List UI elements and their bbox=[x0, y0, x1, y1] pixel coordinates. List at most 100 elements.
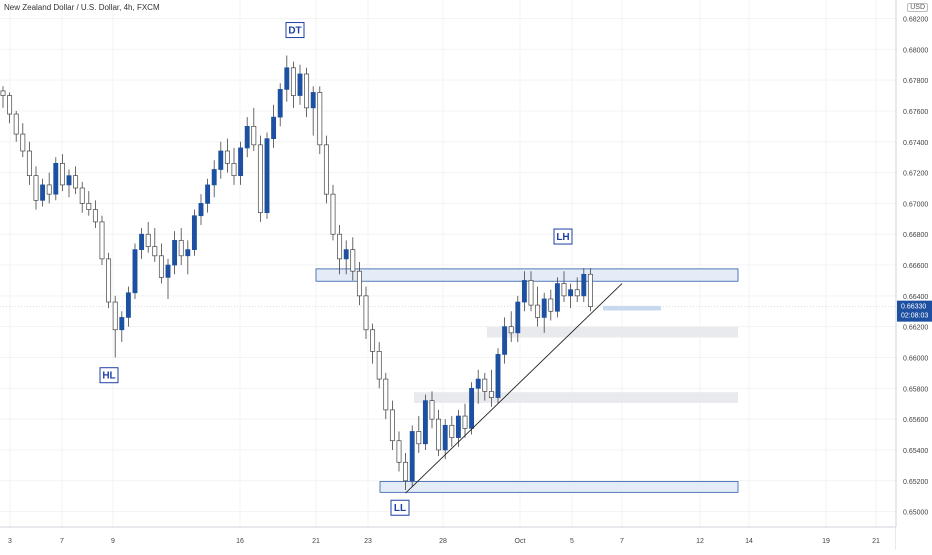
x-tick-label: 23 bbox=[364, 538, 372, 545]
price-tag-value: 0.66330 bbox=[901, 304, 926, 311]
candle-body bbox=[185, 249, 191, 257]
price-zone bbox=[603, 305, 661, 311]
candle-body bbox=[0, 90, 6, 96]
x-tick-label: 9 bbox=[111, 538, 115, 545]
candle-body bbox=[191, 215, 197, 250]
x-tick-label: 5 bbox=[570, 538, 574, 545]
candle-body bbox=[568, 289, 574, 297]
candle-body bbox=[475, 378, 481, 389]
candle-body bbox=[218, 150, 224, 170]
candle-body bbox=[508, 326, 514, 334]
annotation-box bbox=[285, 22, 305, 39]
candle-body bbox=[264, 138, 270, 213]
candle-body bbox=[343, 249, 349, 260]
candle-body bbox=[7, 95, 13, 115]
y-tick-label: 0.68000 bbox=[903, 47, 928, 54]
x-tick-label: 14 bbox=[745, 538, 753, 545]
candle-body bbox=[495, 354, 501, 398]
y-tick-label: 0.65800 bbox=[903, 386, 928, 393]
annotation-box bbox=[99, 367, 119, 384]
y-tick-label: 0.65600 bbox=[903, 417, 928, 424]
candle-body bbox=[92, 209, 98, 223]
candle-body bbox=[79, 187, 85, 204]
candle-body bbox=[376, 350, 382, 380]
candle-body bbox=[323, 144, 329, 195]
candle-body bbox=[231, 162, 237, 177]
candle-body bbox=[482, 378, 488, 392]
candle-body bbox=[125, 292, 131, 318]
candle-body bbox=[59, 162, 65, 186]
candle-body bbox=[66, 175, 72, 186]
x-tick-label: 3 bbox=[8, 538, 12, 545]
candle-body bbox=[449, 424, 455, 438]
resistance-zone bbox=[315, 268, 739, 282]
candle-body bbox=[172, 240, 178, 266]
y-tick-label: 0.66800 bbox=[903, 232, 928, 239]
annotation-box bbox=[553, 228, 573, 245]
annotation-label: HL bbox=[102, 371, 115, 382]
candle-body bbox=[436, 418, 442, 451]
candle-body bbox=[99, 221, 105, 260]
annotation-label: LH bbox=[556, 232, 569, 243]
candle-body bbox=[403, 461, 409, 482]
candle-body bbox=[422, 400, 428, 445]
x-tick-label: 7 bbox=[620, 538, 624, 545]
candle-body bbox=[26, 150, 32, 177]
candle-body bbox=[86, 203, 92, 210]
y-tick-label: 0.66400 bbox=[903, 294, 928, 301]
candle-body bbox=[152, 246, 158, 257]
candle-body bbox=[363, 295, 369, 331]
candle-body bbox=[515, 301, 521, 334]
currency-badge[interactable]: USD bbox=[907, 3, 928, 12]
y-tick-label: 0.67200 bbox=[903, 171, 928, 178]
candle-body bbox=[574, 289, 580, 297]
candle-body bbox=[548, 298, 554, 312]
candle-body bbox=[587, 273, 593, 307]
candle-body bbox=[554, 283, 560, 312]
candle-body bbox=[396, 440, 402, 463]
candle-body bbox=[40, 184, 46, 201]
support-zone bbox=[379, 481, 739, 493]
y-tick-label: 0.65200 bbox=[903, 479, 928, 486]
candle-body bbox=[488, 391, 494, 398]
annotation-box bbox=[390, 499, 410, 516]
candle-body bbox=[73, 175, 79, 189]
label-layer: DT HL LL LH bbox=[99, 22, 573, 516]
candle-body bbox=[13, 113, 19, 135]
candle-body bbox=[251, 126, 257, 146]
x-tick-label: 21 bbox=[872, 538, 880, 545]
candle-body bbox=[297, 73, 303, 96]
annotation-label: DT bbox=[288, 26, 301, 37]
countdown-value: 02:08:03 bbox=[901, 313, 928, 320]
candle-body bbox=[284, 67, 290, 90]
candle-body bbox=[211, 169, 217, 186]
price-tag bbox=[897, 300, 932, 322]
y-tick-label: 0.65000 bbox=[903, 510, 928, 517]
candle-body bbox=[429, 400, 435, 420]
candle-body bbox=[310, 92, 316, 109]
chart-title: New Zealand Dollar / U.S. Dollar, 4h, FX… bbox=[4, 3, 160, 12]
y-tick-label: 0.67400 bbox=[903, 140, 928, 147]
candle-body bbox=[53, 162, 59, 195]
candle-body bbox=[469, 387, 475, 429]
x-tick-label: 21 bbox=[312, 538, 320, 545]
candle-body bbox=[304, 73, 310, 109]
candle-layer bbox=[0, 55, 593, 491]
zone-layer bbox=[315, 268, 739, 493]
candle-body bbox=[383, 378, 389, 411]
candle-body bbox=[521, 280, 527, 303]
y-tick-label: 0.66000 bbox=[903, 355, 928, 362]
candle-body bbox=[317, 92, 323, 146]
candle-body bbox=[535, 304, 541, 318]
x-tick-label: 28 bbox=[439, 538, 447, 545]
candle-body bbox=[389, 409, 395, 442]
y-tick-label: 0.67600 bbox=[903, 109, 928, 116]
candle-body bbox=[541, 298, 547, 318]
candle-body bbox=[561, 283, 567, 297]
gray-zone-1 bbox=[487, 326, 738, 338]
candle-body bbox=[145, 233, 151, 247]
candle-body bbox=[224, 150, 230, 164]
axis-corner bbox=[896, 527, 932, 550]
y-tick-label: 0.66600 bbox=[903, 263, 928, 270]
